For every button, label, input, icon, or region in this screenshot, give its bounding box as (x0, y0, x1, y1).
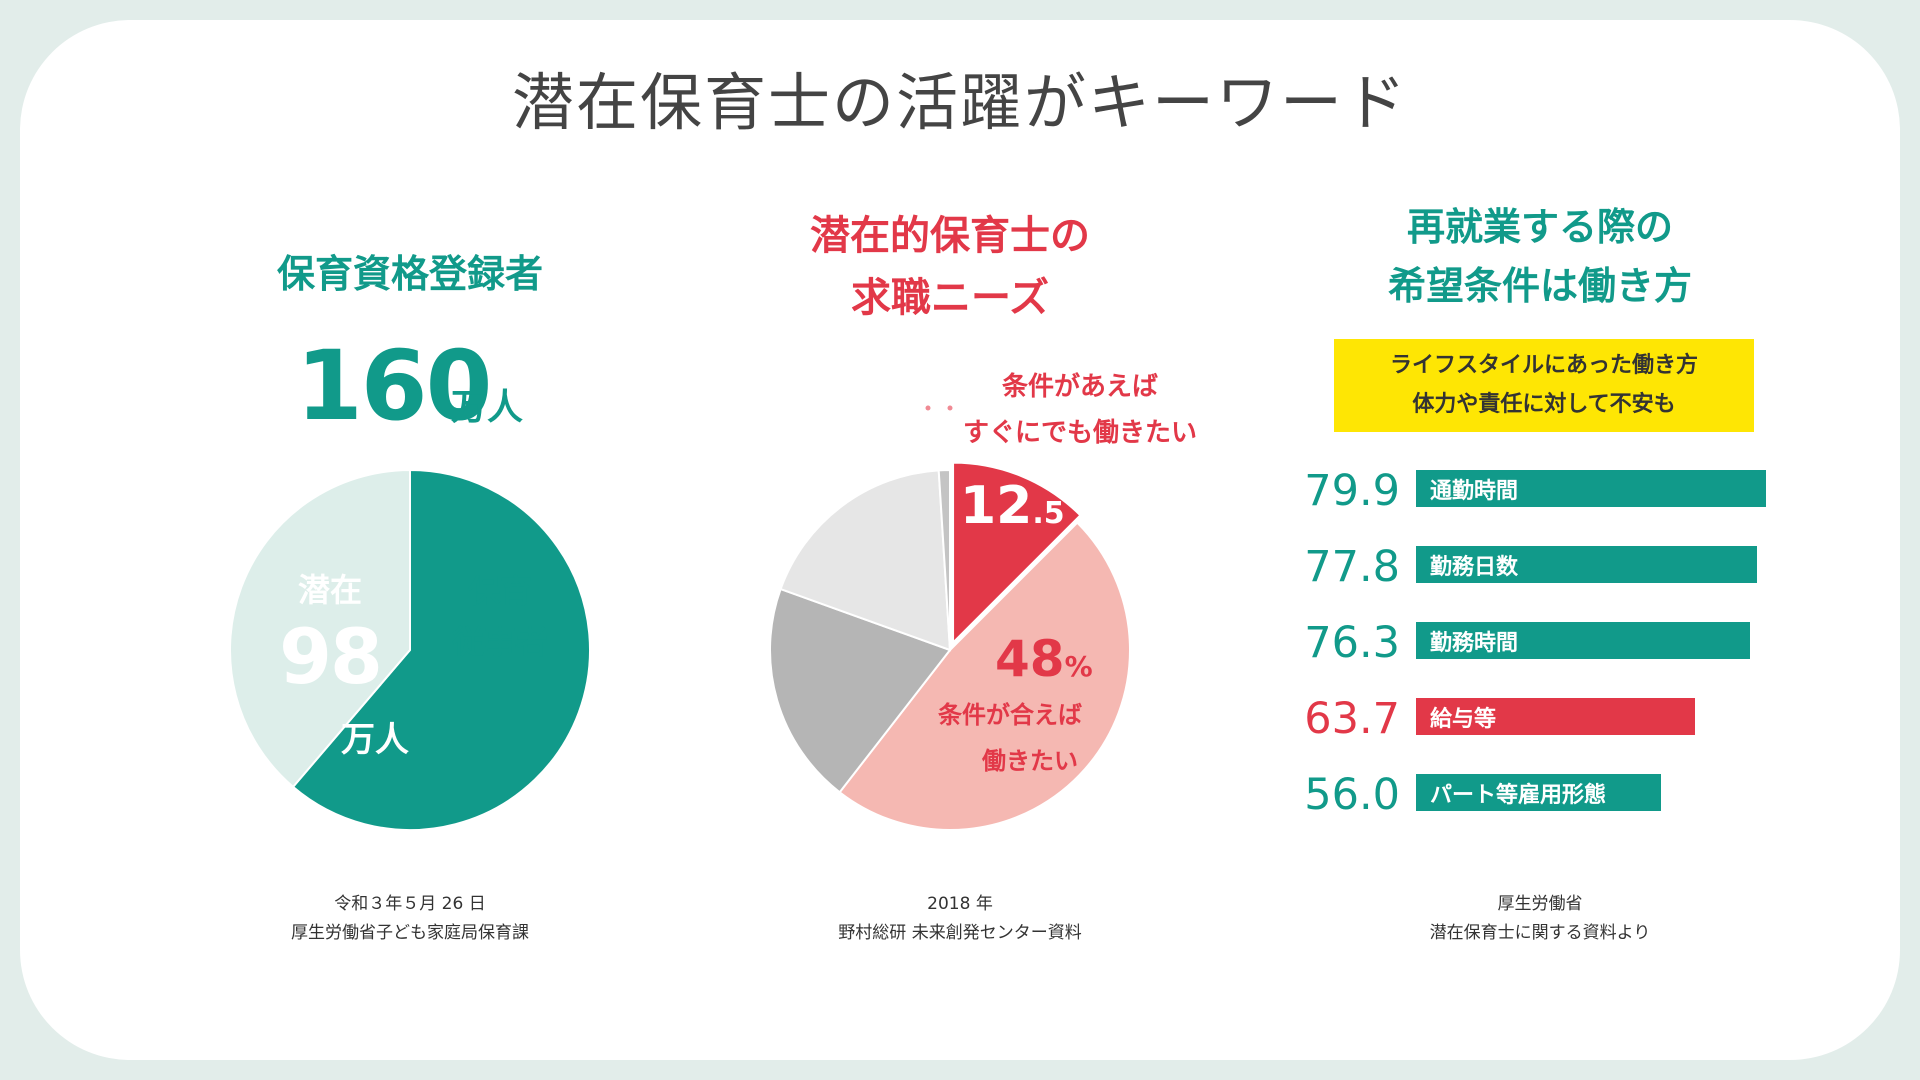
registered-pie-slice-2 (229, 468, 411, 789)
bar-value-label: 56.0 (1304, 770, 1400, 820)
bar-value-label: 79.9 (1304, 466, 1400, 516)
slice1-integer: 12 (960, 476, 1033, 536)
total-registered-number: 160 (296, 330, 492, 442)
middle-callout-line2: すぐにでも働きたい (962, 417, 1197, 448)
job-needs-pie-slice-1 (952, 461, 1082, 646)
page-title: 潜在保育士の活躍がキーワード (511, 66, 1408, 139)
bar-category-label: 勤務日数 (1430, 555, 1519, 580)
bar (1416, 698, 1695, 735)
latent-unit: 万人 (341, 720, 409, 760)
bar-category-label: 通勤時間 (1430, 479, 1519, 504)
job-needs-pie-slice-2 (838, 521, 1131, 831)
bar (1416, 470, 1766, 507)
right-source: 厚生労働省 潜在保育士に関する資料より (1340, 890, 1740, 948)
bar (1416, 774, 1661, 811)
job-needs-pie-slice-5 (937, 468, 951, 651)
left-source: 令和３年５月 26 日 厚生労働省子ども家庭局保育課 (210, 890, 610, 948)
slice1-decimal: .5 (1032, 496, 1065, 531)
registered-pie-chart (229, 468, 591, 831)
middle-source-year: 2018 年 (927, 894, 993, 914)
job-needs-pie-chart (769, 461, 1131, 831)
middle-title-line2: 求職ニーズ (851, 275, 1049, 321)
middle-title: 潜在的保育士の 求職ニーズ (750, 205, 1150, 329)
slice2-label-line2: 働きたい (982, 746, 1078, 775)
middle-title-line1: 潜在的保育士の (810, 213, 1090, 259)
highlight-box: ライフスタイルにあった働き方 体力や責任に対して不安も (1334, 339, 1754, 432)
bar-value-label: 63.7 (1304, 694, 1400, 744)
registered-pie-slice-1 (291, 468, 591, 831)
middle-source: 2018 年 野村総研 未来創発センター資料 (760, 890, 1160, 948)
bar-value-label: 77.8 (1304, 542, 1400, 592)
right-title-line1: 再就業する際の (1406, 205, 1673, 249)
right-source-org: 厚生労働省 (1497, 894, 1583, 914)
middle-callout: 条件があえば すぐにでも働きたい (890, 365, 1270, 456)
employed-label-line2: 従事者 (451, 623, 548, 661)
job-needs-pie-slice-3 (769, 587, 952, 794)
bar-value-label: 76.3 (1304, 618, 1400, 668)
middle-callout-line1: 条件があえば (1001, 372, 1158, 402)
job-needs-pie-slice-4 (779, 469, 952, 652)
right-title-line2: 希望条件は働き方 (1387, 263, 1692, 308)
bar (1416, 622, 1750, 659)
highlight-line2: 体力や責任に対して不安も (1412, 391, 1676, 417)
latent-label: 潜在 (297, 571, 362, 609)
right-source-doc: 潜在保育士に関する資料より (1429, 922, 1651, 943)
total-registered-unit: 万人 (451, 387, 524, 428)
bar-category-label: 給与等 (1430, 707, 1497, 732)
bar-category-label: パート等雇用形態 (1430, 783, 1607, 808)
slice2-number: 48 (995, 630, 1065, 688)
slice2-unit: % (1064, 650, 1093, 683)
slice2-label: 条件が合えば 働きたい (920, 693, 1100, 784)
bar (1416, 546, 1757, 583)
left-source-date: 令和３年５月 26 日 (334, 894, 486, 914)
latent-value: 98 (279, 612, 383, 701)
slice2-value: 48% (995, 630, 1125, 688)
employed-label-line1: 保育 (467, 572, 532, 610)
middle-source-org: 野村総研 未来創発センター資料 (838, 922, 1082, 943)
left-title: 保育資格登録者 (276, 252, 543, 296)
highlight-line1: ライフスタイルにあった働き方 (1389, 353, 1698, 378)
slice1-value: 12.5 (960, 476, 1080, 536)
bar-category-label: 勤務時間 (1430, 631, 1519, 656)
slice2-label-line1: 条件が合えば (938, 701, 1082, 729)
right-title: 再就業する際の 希望条件は働き方 (1340, 198, 1740, 316)
callout-dots (925, 405, 953, 411)
left-source-org: 厚生労働省子ども家庭局保育課 (291, 922, 529, 943)
